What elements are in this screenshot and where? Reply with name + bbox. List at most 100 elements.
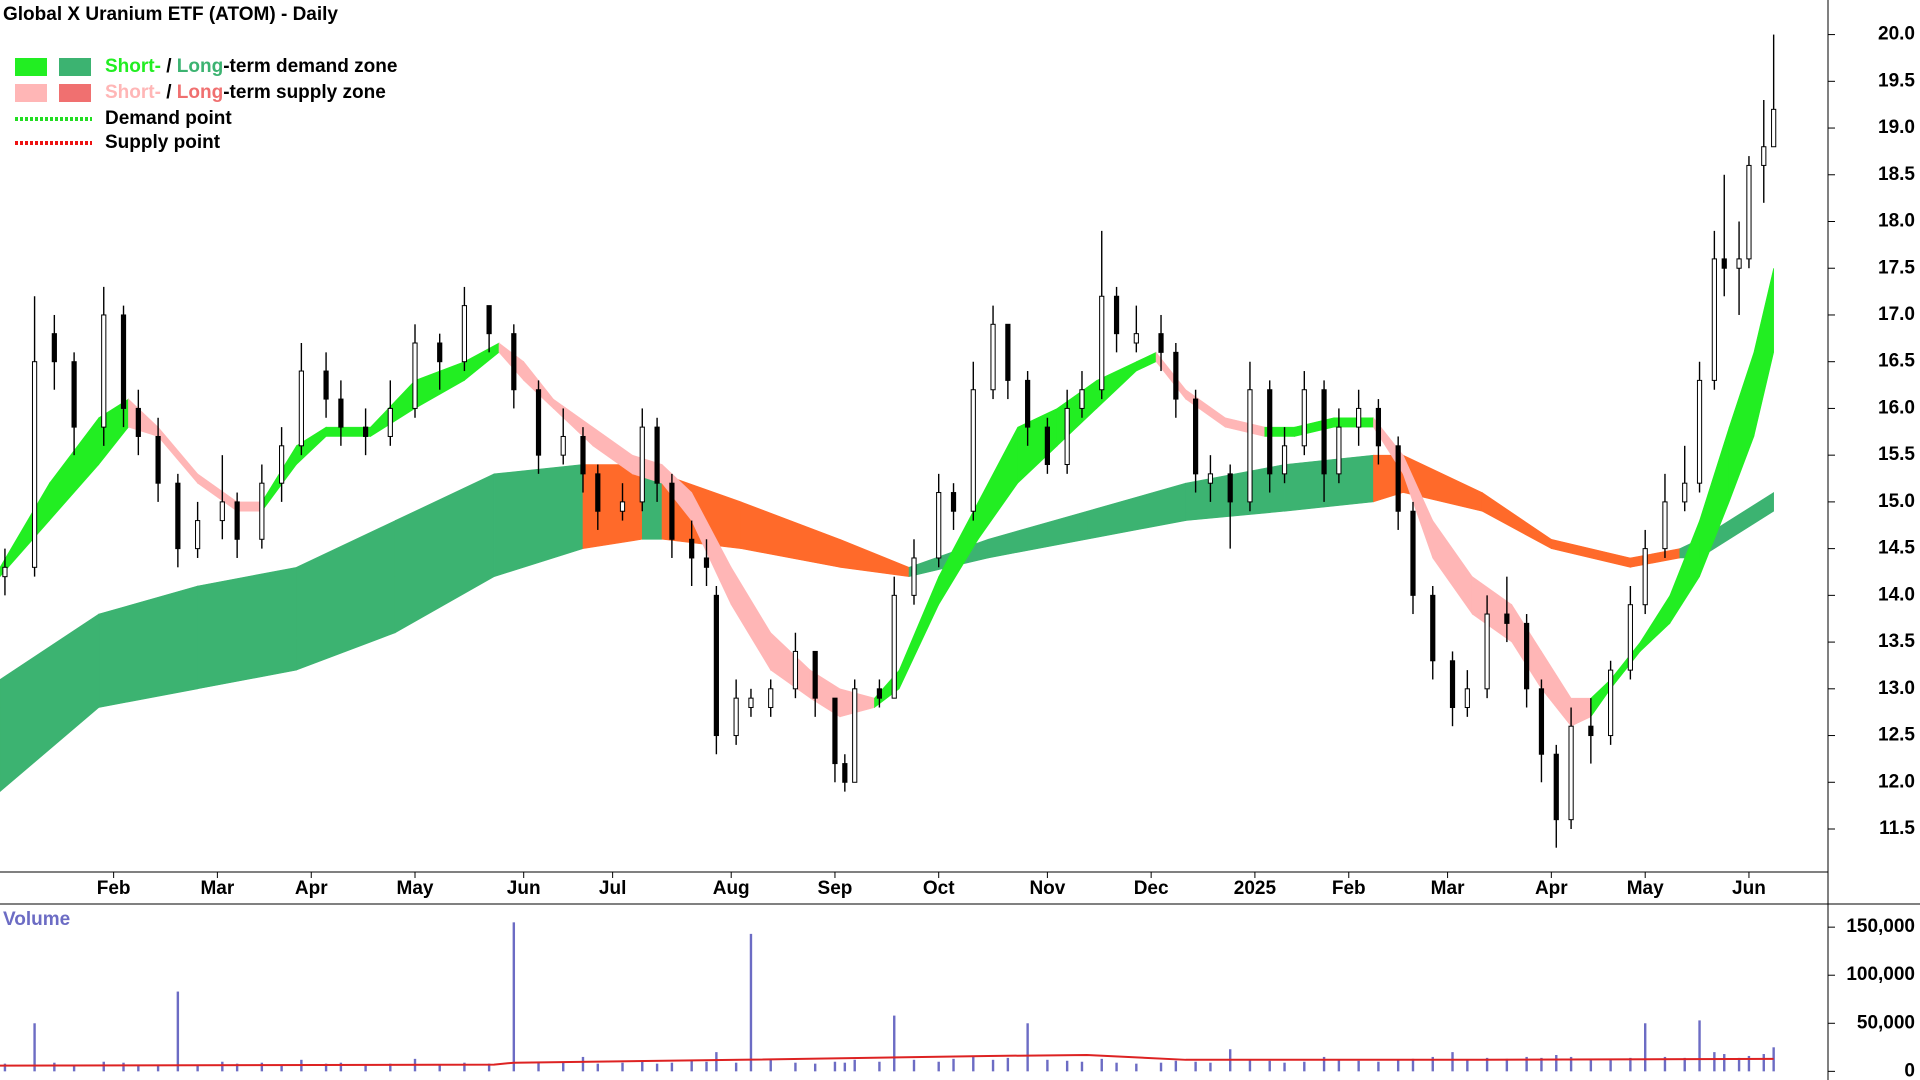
- volume-bar: [991, 1059, 995, 1072]
- candle-body: [1356, 407, 1362, 428]
- x-tick-label: May: [397, 878, 434, 899]
- candle-body: [1524, 622, 1530, 690]
- volume-bar: [33, 1023, 36, 1072]
- candle-body: [1025, 379, 1031, 428]
- volume-bar: [1747, 1055, 1751, 1072]
- long-term-zone-segment: [197, 566, 297, 690]
- x-tick-label: Nov: [1029, 878, 1065, 899]
- candle-body: [669, 482, 675, 540]
- y-tick-label: 18.5: [1878, 164, 1915, 185]
- volume-bar: [972, 1056, 975, 1072]
- volume-bar: [176, 991, 180, 1072]
- candle-body: [323, 370, 329, 400]
- volume-bar: [715, 1052, 718, 1072]
- y-tick-label: 16.0: [1878, 397, 1915, 418]
- legend-label: Supply point: [105, 132, 221, 153]
- volume-bar: [1466, 1059, 1469, 1072]
- legend-text-part: /: [161, 82, 177, 103]
- candle-body: [1430, 594, 1436, 662]
- volume-tick-label: 100,000: [1846, 964, 1915, 985]
- volume-bar: [1322, 1056, 1326, 1072]
- legend-text-part: Long: [177, 56, 223, 77]
- candle-body: [876, 688, 883, 699]
- volume-bar: [235, 1063, 239, 1072]
- volume-bar: [1762, 1054, 1765, 1072]
- candle-body: [1336, 426, 1342, 475]
- x-tick-label: Apr: [1535, 878, 1568, 899]
- candle-body: [1321, 389, 1327, 475]
- volume-bar: [1505, 1058, 1509, 1072]
- candle-body: [639, 426, 645, 503]
- candle-body: [1711, 258, 1717, 381]
- candle-body: [1588, 725, 1594, 737]
- candle-body: [1158, 333, 1164, 353]
- volume-bar: [1485, 1057, 1489, 1072]
- candle-body: [1721, 258, 1727, 269]
- y-tick-label: 13.5: [1878, 631, 1915, 652]
- volume-average: [0, 1054, 1774, 1067]
- volume-bar: [1663, 1056, 1667, 1072]
- volume-bar: [221, 1061, 224, 1072]
- candle-body: [279, 445, 285, 484]
- volume-bar: [641, 1061, 644, 1072]
- x-tick-label: May: [1627, 878, 1664, 899]
- volume-bar: [1698, 1020, 1701, 1072]
- volume-tick-label: 50,000: [1857, 1012, 1915, 1033]
- volume-bar: [1283, 1062, 1286, 1072]
- candle-body: [1267, 389, 1273, 475]
- volume-bar: [3, 1063, 7, 1072]
- y-tick-label: 11.5: [1879, 818, 1915, 839]
- candle-body: [812, 650, 818, 699]
- volume-bar: [137, 1065, 140, 1072]
- volume-bar: [1100, 1058, 1103, 1072]
- volume-bar: [794, 1062, 797, 1072]
- volume-bar: [1080, 1061, 1084, 1072]
- volume-bar: [1431, 1056, 1434, 1072]
- volume-bar: [1174, 1060, 1178, 1072]
- candle-body: [535, 389, 542, 456]
- x-tick-label: Oct: [923, 878, 955, 899]
- candle-body: [1568, 725, 1574, 821]
- candle-body: [1771, 108, 1777, 148]
- candle-body: [437, 342, 443, 363]
- candle-body: [1449, 660, 1456, 709]
- x-tick-label: Apr: [295, 878, 328, 899]
- x-tick-label: Jun: [1732, 878, 1766, 899]
- candle-body: [1642, 548, 1648, 606]
- volume-bar: [893, 1015, 896, 1072]
- legend-text-part: -term supply zone: [223, 82, 386, 103]
- candle-body: [1193, 398, 1199, 475]
- y-tick-label: 12.0: [1878, 771, 1915, 792]
- candle-body: [950, 492, 957, 512]
- volume-bar: [1065, 1060, 1069, 1072]
- candle-body: [1736, 258, 1742, 269]
- candle-body: [412, 342, 418, 409]
- volume-bar: [1451, 1052, 1454, 1072]
- volume-bar: [463, 1062, 466, 1072]
- candle-body: [1375, 407, 1382, 447]
- legend-label: Short- / Long-term demand zone: [105, 56, 397, 77]
- volume-bar: [1337, 1059, 1341, 1072]
- volume-bar: [705, 1061, 708, 1072]
- volume-bar: [596, 1063, 600, 1072]
- volume-bar: [122, 1062, 125, 1072]
- candle-body: [1504, 613, 1510, 624]
- candle-body: [911, 557, 917, 596]
- candle-body: [338, 398, 344, 428]
- volume-bar: [843, 1062, 847, 1072]
- candle-body: [1662, 501, 1668, 550]
- candle-body: [486, 305, 492, 335]
- volume-bar: [438, 1064, 441, 1072]
- candle-body: [832, 697, 838, 765]
- candle-body: [1553, 753, 1559, 821]
- volume-bar: [562, 1061, 565, 1072]
- x-tick-label: Mar: [1431, 878, 1465, 899]
- long-term-zone-segment: [1284, 454, 1374, 512]
- volume-bar: [1377, 1061, 1380, 1072]
- candle-body: [31, 361, 38, 568]
- volume-bar: [655, 1063, 659, 1072]
- legend-swatch: [59, 84, 91, 102]
- volume-bar: [1737, 1057, 1741, 1072]
- volume-bar: [1540, 1057, 1543, 1072]
